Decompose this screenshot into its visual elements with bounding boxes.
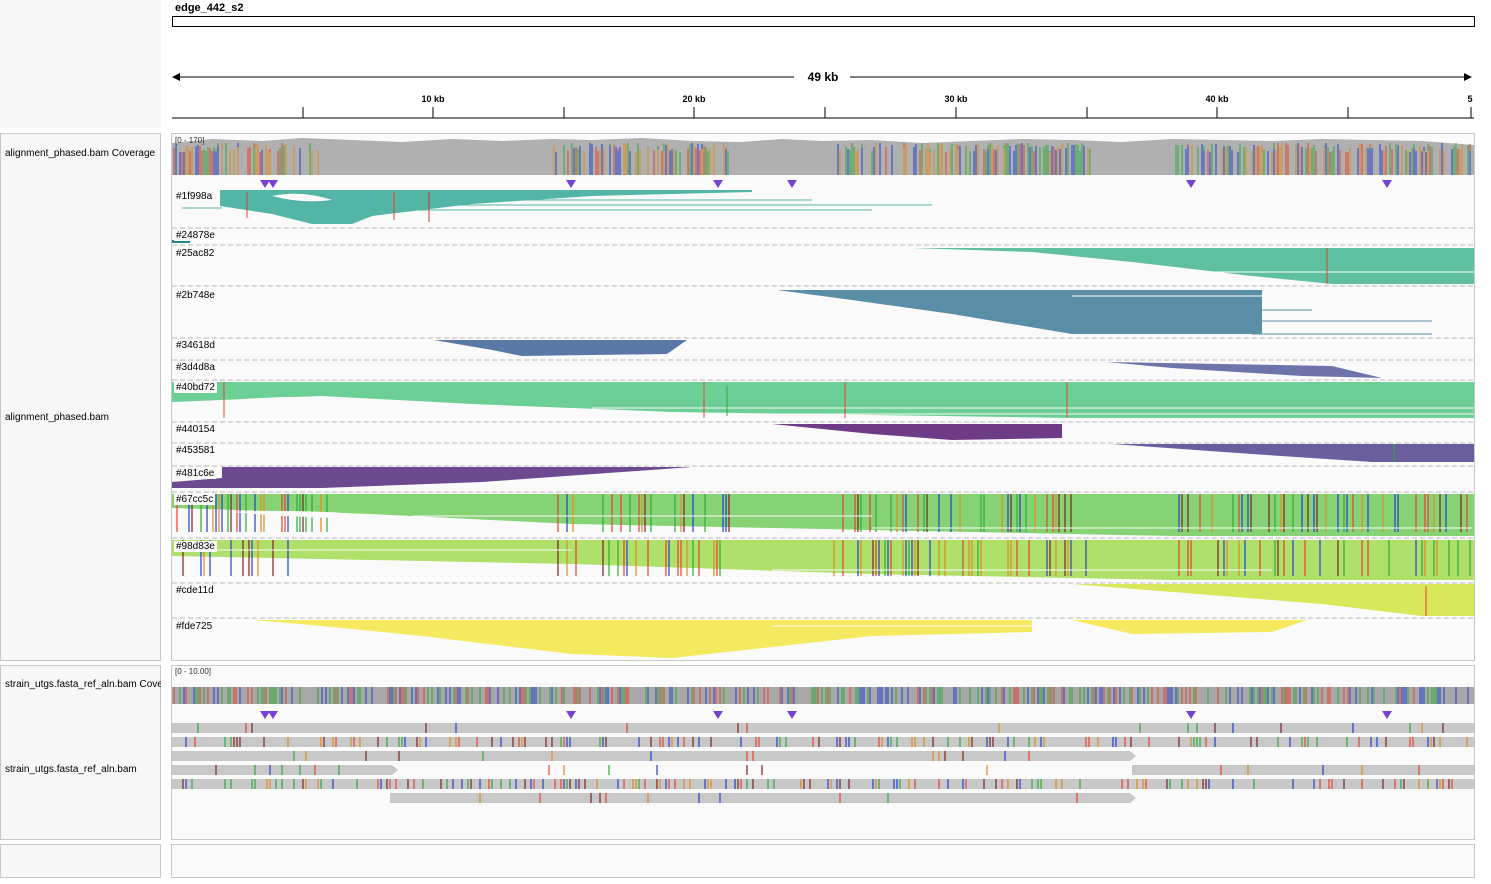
- chromosome-ideogram[interactable]: [172, 16, 1475, 27]
- alignment-track-label-1[interactable]: alignment_phased.bam: [5, 412, 109, 423]
- span-label: 49 kb: [807, 70, 839, 84]
- coverage-track-label-1[interactable]: alignment_phased.bam Coverage: [5, 148, 156, 159]
- group-cde11d-reads: [1072, 584, 1474, 616]
- coverage-track-label-2[interactable]: strain_utgs.fasta_ref_aln.bam Coverage: [5, 679, 161, 690]
- group-481c6e-reads: [172, 467, 692, 488]
- group-label-25ac82: #25ac82: [174, 248, 217, 259]
- coverage-range-2: [0 - 10.00]: [175, 667, 212, 676]
- group-2b748e-reads: [777, 290, 1432, 335]
- group-label-440154: #440154: [174, 424, 217, 435]
- group-label-24878e: #24878e: [174, 230, 217, 241]
- group-34618d-reads: [434, 340, 687, 356]
- insertion-markers-2: [260, 711, 1392, 719]
- alignment-groups[interactable]: [172, 186, 1474, 660]
- group-label-fde725: #fde725: [174, 621, 215, 632]
- track-name-panel-2[interactable]: [0, 665, 161, 840]
- track-name-panel-3[interactable]: [0, 844, 161, 878]
- group-label-453581: #453581: [174, 445, 217, 456]
- tick-label-30kb: 30 kb: [944, 94, 968, 104]
- coverage-track-1[interactable]: [172, 135, 1474, 175]
- insertion-markers-1: [260, 180, 1392, 188]
- group-label-98d83e: #98d83e: [174, 541, 217, 552]
- coverage-range-1: [0 - 170]: [175, 136, 205, 145]
- tick-label-40kb: 40 kb: [1205, 94, 1229, 104]
- group-40bd72-reads: [172, 382, 1474, 418]
- group-67cc5c-reads: [172, 494, 1474, 536]
- group-98d83e-reads: [172, 540, 1474, 580]
- span-arrow: [172, 70, 1472, 84]
- group-25ac82-reads: [912, 248, 1474, 284]
- data-panel-3[interactable]: [171, 844, 1475, 878]
- tick-label-50kb: 5: [1467, 94, 1473, 104]
- group-label-34618d: #34618d: [174, 340, 217, 351]
- group-label-cde11d: #cde11d: [174, 585, 216, 596]
- group-fde725-reads: [252, 620, 1307, 658]
- group-label-40bd72: #40bd72: [174, 382, 217, 393]
- group-440154-reads: [772, 424, 1062, 440]
- group-label-481c6e: #481c6e: [174, 468, 217, 479]
- track-name-panel-1[interactable]: [0, 133, 161, 661]
- tick-label-20kb: 20 kb: [682, 94, 706, 104]
- ruler-ticks: [172, 107, 1474, 119]
- group-label-3d4d8a: #3d4d8a: [174, 362, 217, 373]
- group-1f998a-reads: [182, 190, 932, 224]
- group-label-67cc5c: #67cc5c: [174, 494, 216, 505]
- group-3d4d8a-reads: [1107, 362, 1382, 378]
- coverage-track-2[interactable]: [172, 684, 1474, 704]
- group-453581-reads: [1112, 444, 1474, 462]
- group-label-2b748e: #2b748e: [174, 290, 217, 301]
- group-label-1f998a: #1f998a: [174, 191, 215, 202]
- contig-name: edge_442_s2: [175, 2, 244, 14]
- utg-alignments[interactable]: [172, 722, 1474, 806]
- alignment-track-label-2[interactable]: strain_utgs.fasta_ref_aln.bam: [5, 764, 137, 775]
- ruler-name-panel: [0, 0, 161, 128]
- tick-label-10kb: 10 kb: [421, 94, 445, 104]
- coverage-variant-bars-1: [173, 143, 1471, 175]
